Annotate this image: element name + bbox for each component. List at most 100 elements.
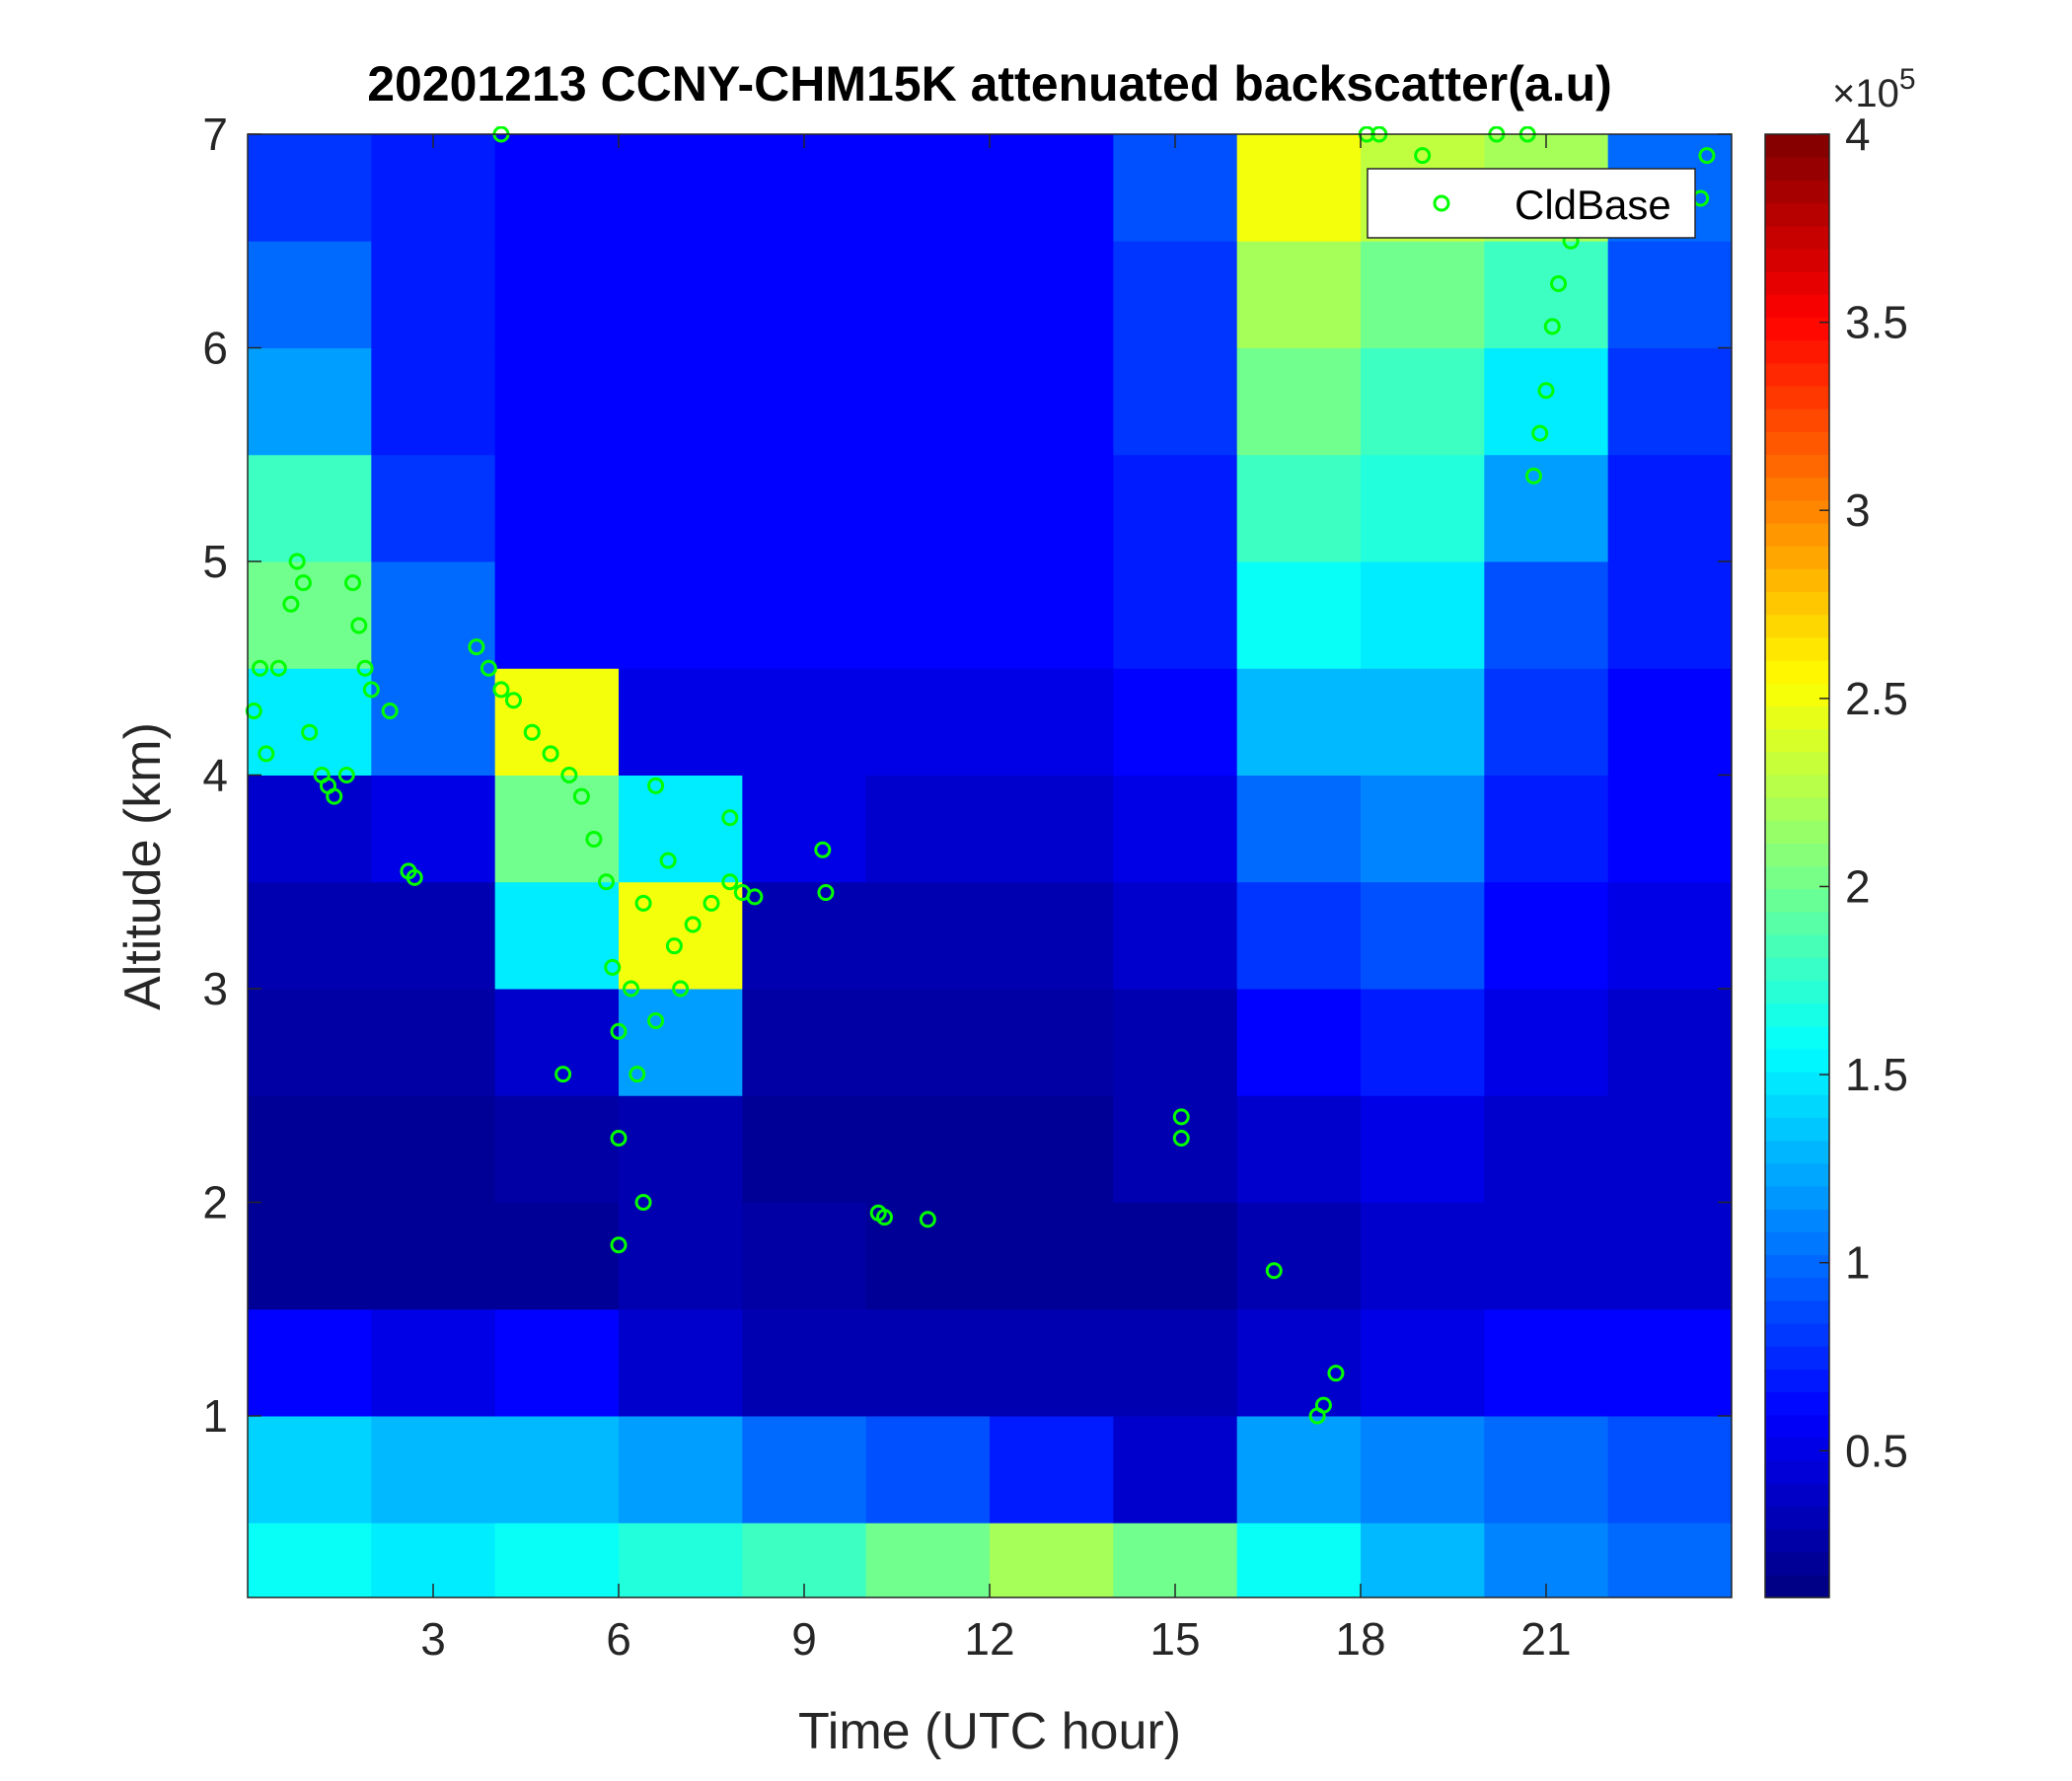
heatmap-cell: [742, 134, 867, 242]
cloud-base-point: [252, 659, 269, 677]
colorbar-swatch: [1765, 225, 1829, 250]
cloud-base-point: [356, 659, 374, 677]
heatmap-cell: [1236, 881, 1362, 990]
colorbar-swatch: [1765, 202, 1829, 227]
colorbar-tick-label: 0.5: [1845, 1425, 1908, 1476]
heatmap-cell: [1236, 1202, 1362, 1310]
colorbar-swatch: [1765, 134, 1829, 158]
heatmap-cell: [1236, 1415, 1362, 1523]
cloud-base-point: [634, 1193, 652, 1211]
colorbar-swatch: [1765, 1025, 1829, 1050]
heatmap-cell: [619, 775, 743, 883]
colorbar-swatch: [1765, 1072, 1829, 1095]
colorbar-swatch: [1765, 362, 1829, 387]
heatmap-cell: [865, 1522, 991, 1598]
heatmap-cell: [1236, 1308, 1362, 1417]
cloud-base-point: [362, 681, 380, 699]
heatmap-cell: [1113, 775, 1238, 883]
heatmap-cell: [742, 1095, 867, 1203]
heatmap-cell: [1113, 668, 1238, 776]
cloud-base-point: [406, 868, 423, 886]
heatmap-cell: [619, 1308, 743, 1417]
colorbar-swatch: [1765, 1483, 1829, 1507]
heatmap-cell: [494, 454, 620, 562]
heatmap-cell: [1607, 1202, 1733, 1310]
y-tick-label: 3: [202, 963, 228, 1014]
heatmap-cell: [742, 988, 867, 1096]
heatmap-cell: [494, 775, 620, 883]
cloud-base-point: [1531, 424, 1549, 442]
heatmap-cell: [865, 134, 991, 242]
cloud-base-point: [604, 958, 622, 976]
colorbar-swatch: [1765, 1299, 1829, 1324]
heatmap-cell: [742, 1308, 867, 1417]
colorbar-multiplier-exponent: 5: [1899, 63, 1916, 96]
heatmap-cell: [742, 454, 867, 562]
heatmap-cell: [619, 1095, 743, 1203]
heatmap-cell: [1113, 134, 1238, 242]
heatmap-cell: [619, 988, 743, 1096]
heatmap-cell: [1361, 1308, 1485, 1417]
heatmap-cell: [494, 668, 620, 776]
colorbar-swatch: [1765, 1162, 1829, 1187]
x-tick-label: 3: [420, 1613, 446, 1665]
colorbar-swatch: [1765, 1528, 1829, 1553]
heatmap-cell: [1484, 775, 1609, 883]
heatmap-cell: [865, 560, 991, 669]
heatmap-cell: [865, 1308, 991, 1417]
colorbar-swatch: [1765, 1414, 1829, 1439]
heatmap-cell: [494, 1095, 620, 1203]
chart-title: 20201213 CCNY-CHM15K attenuated backscat…: [367, 56, 1612, 111]
colorbar-swatch: [1765, 1254, 1829, 1279]
heatmap-cell: [371, 454, 496, 562]
heatmap: [248, 134, 1733, 1598]
heatmap-cell: [742, 1415, 867, 1523]
cloud-base-point: [492, 681, 510, 699]
heatmap-cell: [865, 668, 991, 776]
heatmap-cell: [371, 1415, 496, 1523]
colorbar-swatch: [1765, 1551, 1829, 1576]
heatmap-cell: [990, 1415, 1114, 1523]
heatmap-cell: [990, 241, 1114, 348]
cloud-base-point: [647, 777, 665, 794]
heatmap-cell: [1361, 881, 1485, 990]
y-tick-label: 2: [202, 1176, 228, 1227]
cloud-base-point: [814, 841, 832, 858]
heatmap-cell: [742, 241, 867, 348]
heatmap-cell: [1361, 1522, 1485, 1598]
x-tick-label: 15: [1149, 1613, 1200, 1665]
colorbar-swatch: [1765, 911, 1829, 935]
cloud-base-point: [480, 659, 497, 677]
heatmap-cell: [1607, 668, 1733, 776]
heatmap-cell: [1361, 560, 1485, 669]
heatmap-cell: [1607, 1415, 1733, 1523]
heatmap-cell: [619, 454, 743, 562]
colorbar-swatch: [1765, 705, 1829, 730]
colorbar-swatch: [1765, 248, 1829, 272]
cloud-base-point: [746, 888, 764, 906]
x-tick-label: 21: [1520, 1613, 1571, 1665]
heatmap-cell: [742, 775, 867, 883]
heatmap-cell: [990, 881, 1114, 990]
x-tick-label: 9: [791, 1613, 817, 1665]
colorbar-swatch: [1765, 408, 1829, 432]
heatmap-cell: [865, 454, 991, 562]
cloud-base-point: [301, 723, 319, 741]
cloud-base-point: [634, 894, 652, 912]
heatmap-cell: [1113, 881, 1238, 990]
cloud-base-point: [337, 766, 355, 783]
cloud-base-point: [721, 809, 739, 827]
heatmap-cell: [1361, 1095, 1485, 1203]
colorbar-swatch: [1765, 865, 1829, 890]
colorbar-swatch: [1765, 1140, 1829, 1164]
cloud-base-point: [647, 1011, 665, 1029]
heatmap-cell: [248, 347, 372, 456]
heatmap-cell: [1236, 668, 1362, 776]
colorbar-swatch: [1765, 1459, 1829, 1484]
cloud-base-point: [1327, 1365, 1345, 1382]
colorbar-swatch: [1765, 1185, 1829, 1210]
legend-label: CldBase: [1515, 182, 1671, 228]
cloud-base-point: [610, 1130, 628, 1148]
colorbar-swatch: [1765, 522, 1829, 547]
cloud-base-point: [542, 745, 559, 763]
